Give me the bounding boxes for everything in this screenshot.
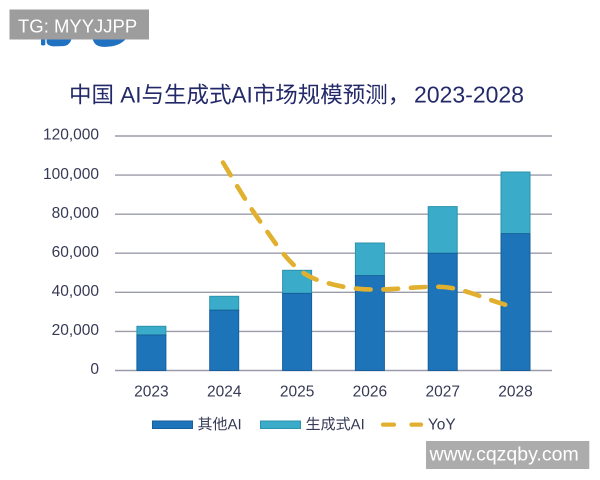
svg-text:TG: MYYJJPP: TG: MYYJJPP xyxy=(18,16,137,37)
svg-text:2023: 2023 xyxy=(134,384,168,401)
svg-text:www.cqzqby.com: www.cqzqby.com xyxy=(429,444,579,466)
svg-text:20,000: 20,000 xyxy=(52,322,100,339)
svg-text:2024: 2024 xyxy=(207,384,242,401)
svg-text:100,000: 100,000 xyxy=(43,166,99,183)
svg-text:2026: 2026 xyxy=(353,384,387,401)
svg-text:2028: 2028 xyxy=(498,384,532,401)
svg-text:40,000: 40,000 xyxy=(52,283,100,300)
svg-text:80,000: 80,000 xyxy=(52,205,100,222)
svg-text:2025: 2025 xyxy=(280,384,314,401)
svg-text:120,000: 120,000 xyxy=(43,127,99,144)
svg-text:0: 0 xyxy=(90,361,99,378)
svg-text:2027: 2027 xyxy=(425,384,459,401)
svg-text:YoY: YoY xyxy=(428,417,456,434)
svg-text:60,000: 60,000 xyxy=(52,244,100,261)
